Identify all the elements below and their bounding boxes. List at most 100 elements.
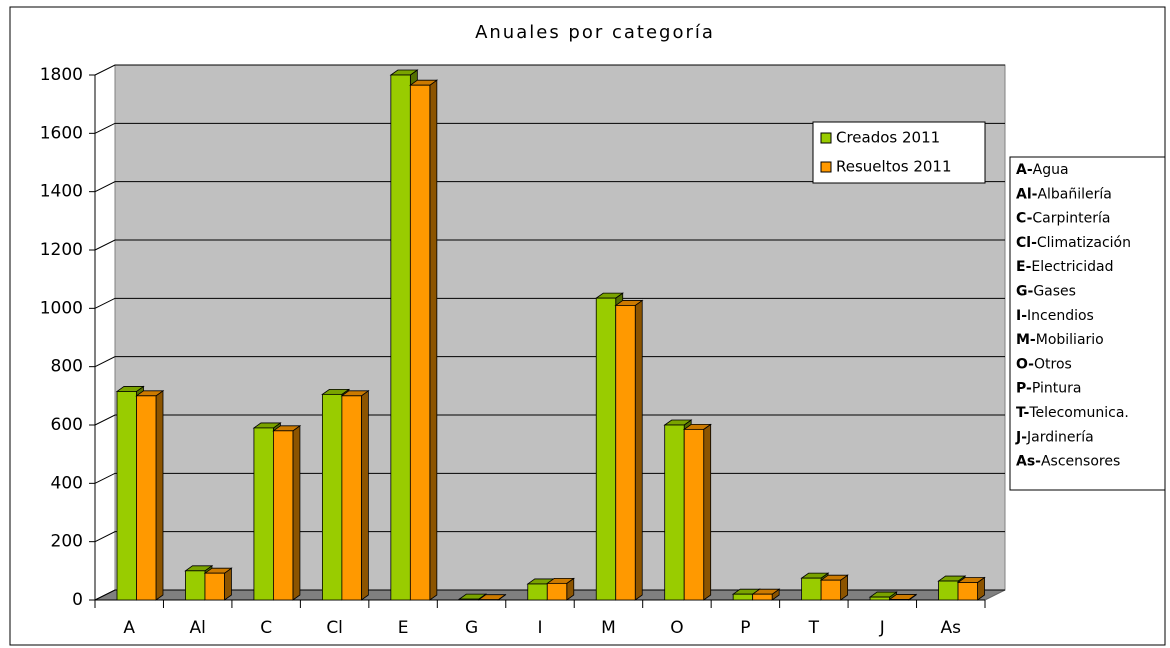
x-tick-label: M [601, 618, 616, 638]
category-key-code: I- [1016, 308, 1027, 324]
bar [752, 593, 773, 601]
bar-side [292, 425, 301, 601]
category-key-code: A- [1016, 162, 1033, 178]
bar [253, 427, 274, 601]
bar-side [224, 567, 232, 601]
category-key-code: As- [1016, 454, 1041, 470]
legend-label: Creados 2011 [836, 129, 940, 147]
category-key-entry: Al-Albañilería [1016, 186, 1112, 202]
y-tick-label: 1400 [40, 182, 83, 202]
x-tick-label: As [941, 618, 962, 638]
x-tick-label: C [260, 618, 272, 638]
category-key-name: Carpintería [1032, 211, 1110, 227]
category-key-code: Al- [1016, 186, 1038, 202]
category-key-name: Incendios [1027, 308, 1094, 324]
bar [116, 391, 137, 601]
category-key-entry: J-Jardinería [1015, 429, 1094, 445]
bar [527, 583, 548, 601]
bar [820, 579, 842, 601]
x-tick-label: G [465, 618, 478, 638]
category-key-name: Ascensores [1041, 454, 1120, 470]
x-tick-label: P [740, 618, 750, 638]
category-key-entry: E-Electricidad [1016, 259, 1114, 275]
category-key-code: M- [1016, 332, 1036, 348]
category-key-code: O- [1016, 356, 1034, 372]
legend-box [812, 121, 986, 184]
x-tick-label: E [398, 618, 409, 638]
bar [595, 297, 617, 601]
category-key-code: G- [1016, 284, 1033, 300]
bar-side [429, 79, 438, 601]
bar [732, 593, 754, 601]
bar [546, 582, 568, 601]
category-key-entry: M-Mobiliario [1016, 332, 1104, 348]
category-key-box [1009, 156, 1166, 491]
category-key-entry: Cl-Climatización [1016, 235, 1131, 251]
x-tick-label: Cl [326, 618, 343, 638]
y-tick-label: 200 [51, 532, 83, 552]
legend-swatch [820, 161, 832, 173]
bar [390, 74, 411, 601]
category-key-name: Agua [1033, 162, 1069, 178]
category-key-name: Climatización [1037, 235, 1131, 251]
y-tick-label: 600 [51, 415, 83, 435]
category-key-name: Otros [1034, 356, 1072, 372]
category-key-entry: C-Carpintería [1016, 211, 1111, 227]
x-tick-label: I [537, 618, 542, 638]
category-key-entry: A-Agua [1016, 162, 1069, 178]
category-key-code: C- [1016, 211, 1033, 227]
y-tick-label: 0 [72, 590, 83, 610]
bar [321, 393, 343, 601]
category-key-name: Pintura [1032, 381, 1082, 397]
category-key-name: Jardinería [1026, 429, 1094, 445]
grid-line [94, 181, 1005, 193]
category-key-entry: O-Otros [1016, 356, 1072, 372]
grid-line [94, 414, 1005, 426]
x-tick-label: A [123, 618, 135, 638]
y-tick-label: 400 [51, 473, 83, 493]
x-tick-label: T [808, 618, 820, 638]
category-key-name: Gases [1033, 284, 1076, 300]
bar [889, 599, 910, 601]
y-tick-label: 1600 [40, 123, 83, 143]
category-key-code: P- [1016, 381, 1032, 397]
bar [136, 395, 157, 601]
bar-side [360, 390, 369, 601]
category-key-name: Telecomunica. [1028, 405, 1129, 421]
category-key-code: E- [1016, 259, 1032, 275]
bar [185, 570, 206, 601]
bar [664, 424, 685, 601]
x-tick-label: Al [190, 618, 206, 638]
category-key-code: J- [1015, 429, 1027, 445]
grid-line [94, 356, 1005, 368]
bar [204, 572, 225, 601]
chart-title: Anuales por categoría [475, 22, 715, 43]
category-key-entry: G-Gases [1016, 284, 1076, 300]
category-key-entry: I-Incendios [1016, 308, 1094, 324]
grid-line [94, 297, 1005, 309]
bar-side [634, 299, 643, 601]
grid-line [94, 122, 1005, 134]
x-tick-label: O [670, 618, 683, 638]
category-key-code: Cl- [1016, 235, 1037, 251]
y-tick-label: 1200 [40, 240, 83, 260]
category-key-name: Mobiliario [1036, 332, 1104, 348]
y-tick-label: 1000 [40, 298, 83, 318]
category-key-entry: T-Telecomunica. [1016, 405, 1129, 421]
category-key-entry: As-Ascensores [1016, 454, 1120, 470]
category-key-entry: P-Pintura [1016, 381, 1081, 397]
bar-side [703, 423, 712, 601]
bar [458, 598, 480, 601]
bar [273, 430, 294, 601]
bar [957, 582, 978, 601]
y-tick-label: 1800 [40, 65, 83, 85]
bar [615, 305, 636, 601]
y-tick-label: 800 [51, 357, 83, 377]
x-tick-label: J [879, 618, 885, 638]
bar [869, 596, 890, 601]
legend-label: Resueltos 2011 [836, 158, 952, 176]
bar [409, 84, 431, 601]
grid-line [94, 64, 1005, 76]
bar [938, 580, 959, 601]
